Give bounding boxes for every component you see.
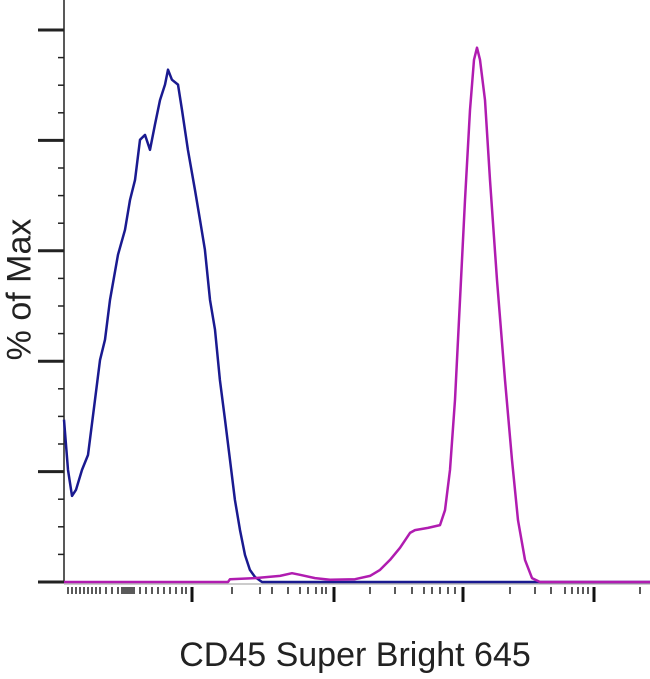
y-axis-label: % of Max: [0, 218, 39, 361]
series-line-2: [64, 46, 650, 584]
axes: [38, 0, 650, 602]
x-axis-label: CD45 Super Bright 645: [179, 636, 531, 674]
series-lines: [62, 46, 650, 584]
series-line-1: [62, 68, 650, 584]
